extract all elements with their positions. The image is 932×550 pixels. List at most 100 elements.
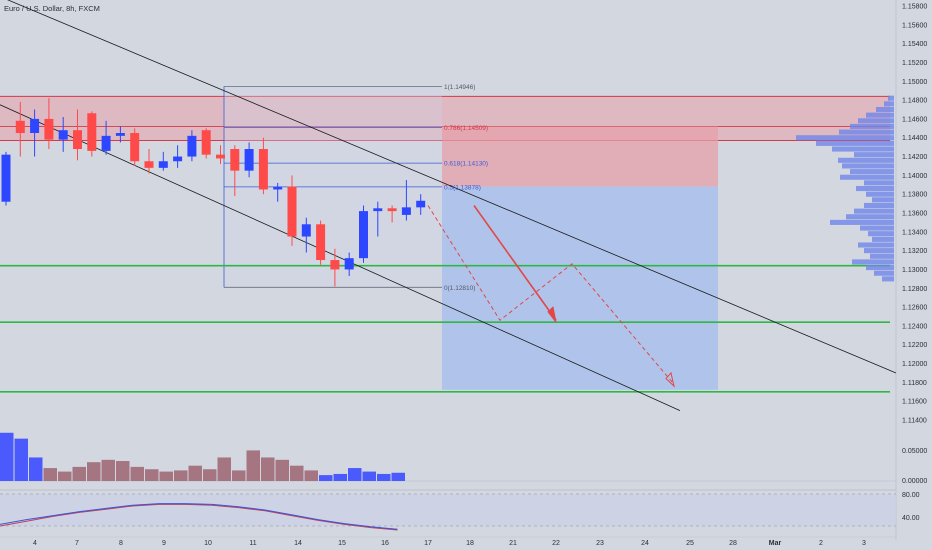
candle-body xyxy=(30,118,40,134)
candle-body xyxy=(287,186,297,237)
time-tick-label: 9 xyxy=(162,540,166,547)
volume-bar xyxy=(14,438,28,481)
price-tick-label: 1.14400 xyxy=(902,135,927,142)
volume-profile-bar xyxy=(866,265,894,271)
time-tick-label: 10 xyxy=(204,540,212,547)
volume-profile-bar xyxy=(839,129,894,135)
volume-bar xyxy=(145,469,159,481)
volume-bar xyxy=(377,473,391,481)
time-tick-label: 21 xyxy=(509,540,517,547)
time-tick-label: 4 xyxy=(33,540,37,547)
bearish-arrow xyxy=(473,205,557,321)
volume-profile-bar xyxy=(870,253,894,259)
volume-bar xyxy=(58,471,72,481)
volume-tick-label: 0.00000 xyxy=(902,478,927,485)
candle-body xyxy=(301,224,311,237)
price-tick-label: 1.13400 xyxy=(902,229,927,236)
channel-lower-line xyxy=(0,104,681,411)
candle-body xyxy=(173,156,183,162)
volume-profile-bar xyxy=(850,123,894,129)
candle-body xyxy=(258,149,268,190)
volume-tick-label: 0.05000 xyxy=(902,448,927,455)
volume-bar xyxy=(72,466,86,481)
volume-bar xyxy=(174,470,188,481)
candle-body xyxy=(144,161,154,168)
time-tick-label: 22 xyxy=(552,540,560,547)
time-tick-label: 7 xyxy=(75,540,79,547)
volume-profile-bar xyxy=(856,185,894,192)
take-profit-box xyxy=(442,186,718,390)
volume-bar xyxy=(130,466,144,481)
price-tick-label: 1.15200 xyxy=(902,60,927,67)
volume-profile-bar xyxy=(866,191,894,197)
volume-profile-bar xyxy=(830,219,894,225)
volume-bar xyxy=(188,465,202,481)
candle-body xyxy=(387,208,397,212)
price-tick-label: 1.11600 xyxy=(902,399,927,406)
candle-body xyxy=(373,208,383,212)
bearish-arrowhead xyxy=(547,306,557,323)
candle-body xyxy=(216,154,225,159)
candle-body xyxy=(273,186,283,190)
volume-bar xyxy=(87,462,101,481)
candle-body xyxy=(344,258,354,270)
fib-level-label: 0.5(1.13878) xyxy=(444,184,481,191)
candle-body xyxy=(58,130,68,140)
price-tick-label: 1.15400 xyxy=(902,41,927,48)
chart-title: Euro / U.S. Dollar, 8h, FXCM xyxy=(4,4,100,13)
price-tick-label: 1.14200 xyxy=(902,154,927,161)
candle-body xyxy=(330,260,340,270)
volume-profile-bar xyxy=(832,146,894,152)
volume-bar xyxy=(116,461,130,481)
volume-bar xyxy=(290,465,304,481)
candle-body xyxy=(316,224,326,261)
time-tick-label: 28 xyxy=(729,540,737,547)
projection-arrowhead xyxy=(665,371,675,388)
candle-body xyxy=(158,161,168,168)
price-tick-label: 1.14000 xyxy=(902,173,927,180)
time-tick-label: 14 xyxy=(294,540,302,547)
time-tick-label: 24 xyxy=(641,540,649,547)
volume-bar xyxy=(319,475,333,481)
oscillator-tick-label: 40.00 xyxy=(902,515,920,522)
volume-bar xyxy=(362,471,376,481)
volume-bar xyxy=(348,468,362,481)
price-tick-label: 1.12600 xyxy=(902,305,927,312)
channel-upper-line xyxy=(7,0,897,374)
time-tick-label: 3 xyxy=(862,540,866,547)
fib-level-label: 1(1.14946) xyxy=(444,84,475,91)
volume-profile-bar xyxy=(864,202,894,209)
volume-bar xyxy=(29,457,43,481)
volume-profile-bar xyxy=(868,231,894,237)
oscillator-band xyxy=(0,494,896,526)
volume-profile-bar xyxy=(852,259,894,265)
candle-body xyxy=(401,207,411,215)
oscillator-line-2 xyxy=(0,503,398,531)
volume-profile-bar xyxy=(888,95,894,101)
price-tick-label: 1.14600 xyxy=(902,116,927,123)
stop-loss-box xyxy=(442,126,718,187)
candle-body xyxy=(1,154,11,202)
price-tick-label: 1.15000 xyxy=(902,79,927,86)
volume-bar xyxy=(159,471,173,481)
candle-body xyxy=(44,118,54,140)
volume-profile-bar xyxy=(838,157,894,163)
candle-body xyxy=(15,120,25,134)
candle-body xyxy=(230,149,240,171)
candle-body xyxy=(101,135,111,151)
volume-profile-bar xyxy=(858,242,894,248)
candle-body xyxy=(359,211,368,259)
price-tick-label: 1.15800 xyxy=(902,4,927,11)
candle-body xyxy=(416,200,426,208)
volume-profile-bar xyxy=(882,276,894,282)
time-tick-label: 23 xyxy=(596,540,604,547)
volume-bar xyxy=(333,473,347,481)
volume-bar xyxy=(304,470,318,481)
volume-profile-bar xyxy=(864,180,894,186)
volume-profile-bar xyxy=(864,248,894,254)
volume-bar xyxy=(0,432,14,481)
fib-level-label: 0(1.12810) xyxy=(444,285,475,292)
volume-bar xyxy=(43,468,57,481)
